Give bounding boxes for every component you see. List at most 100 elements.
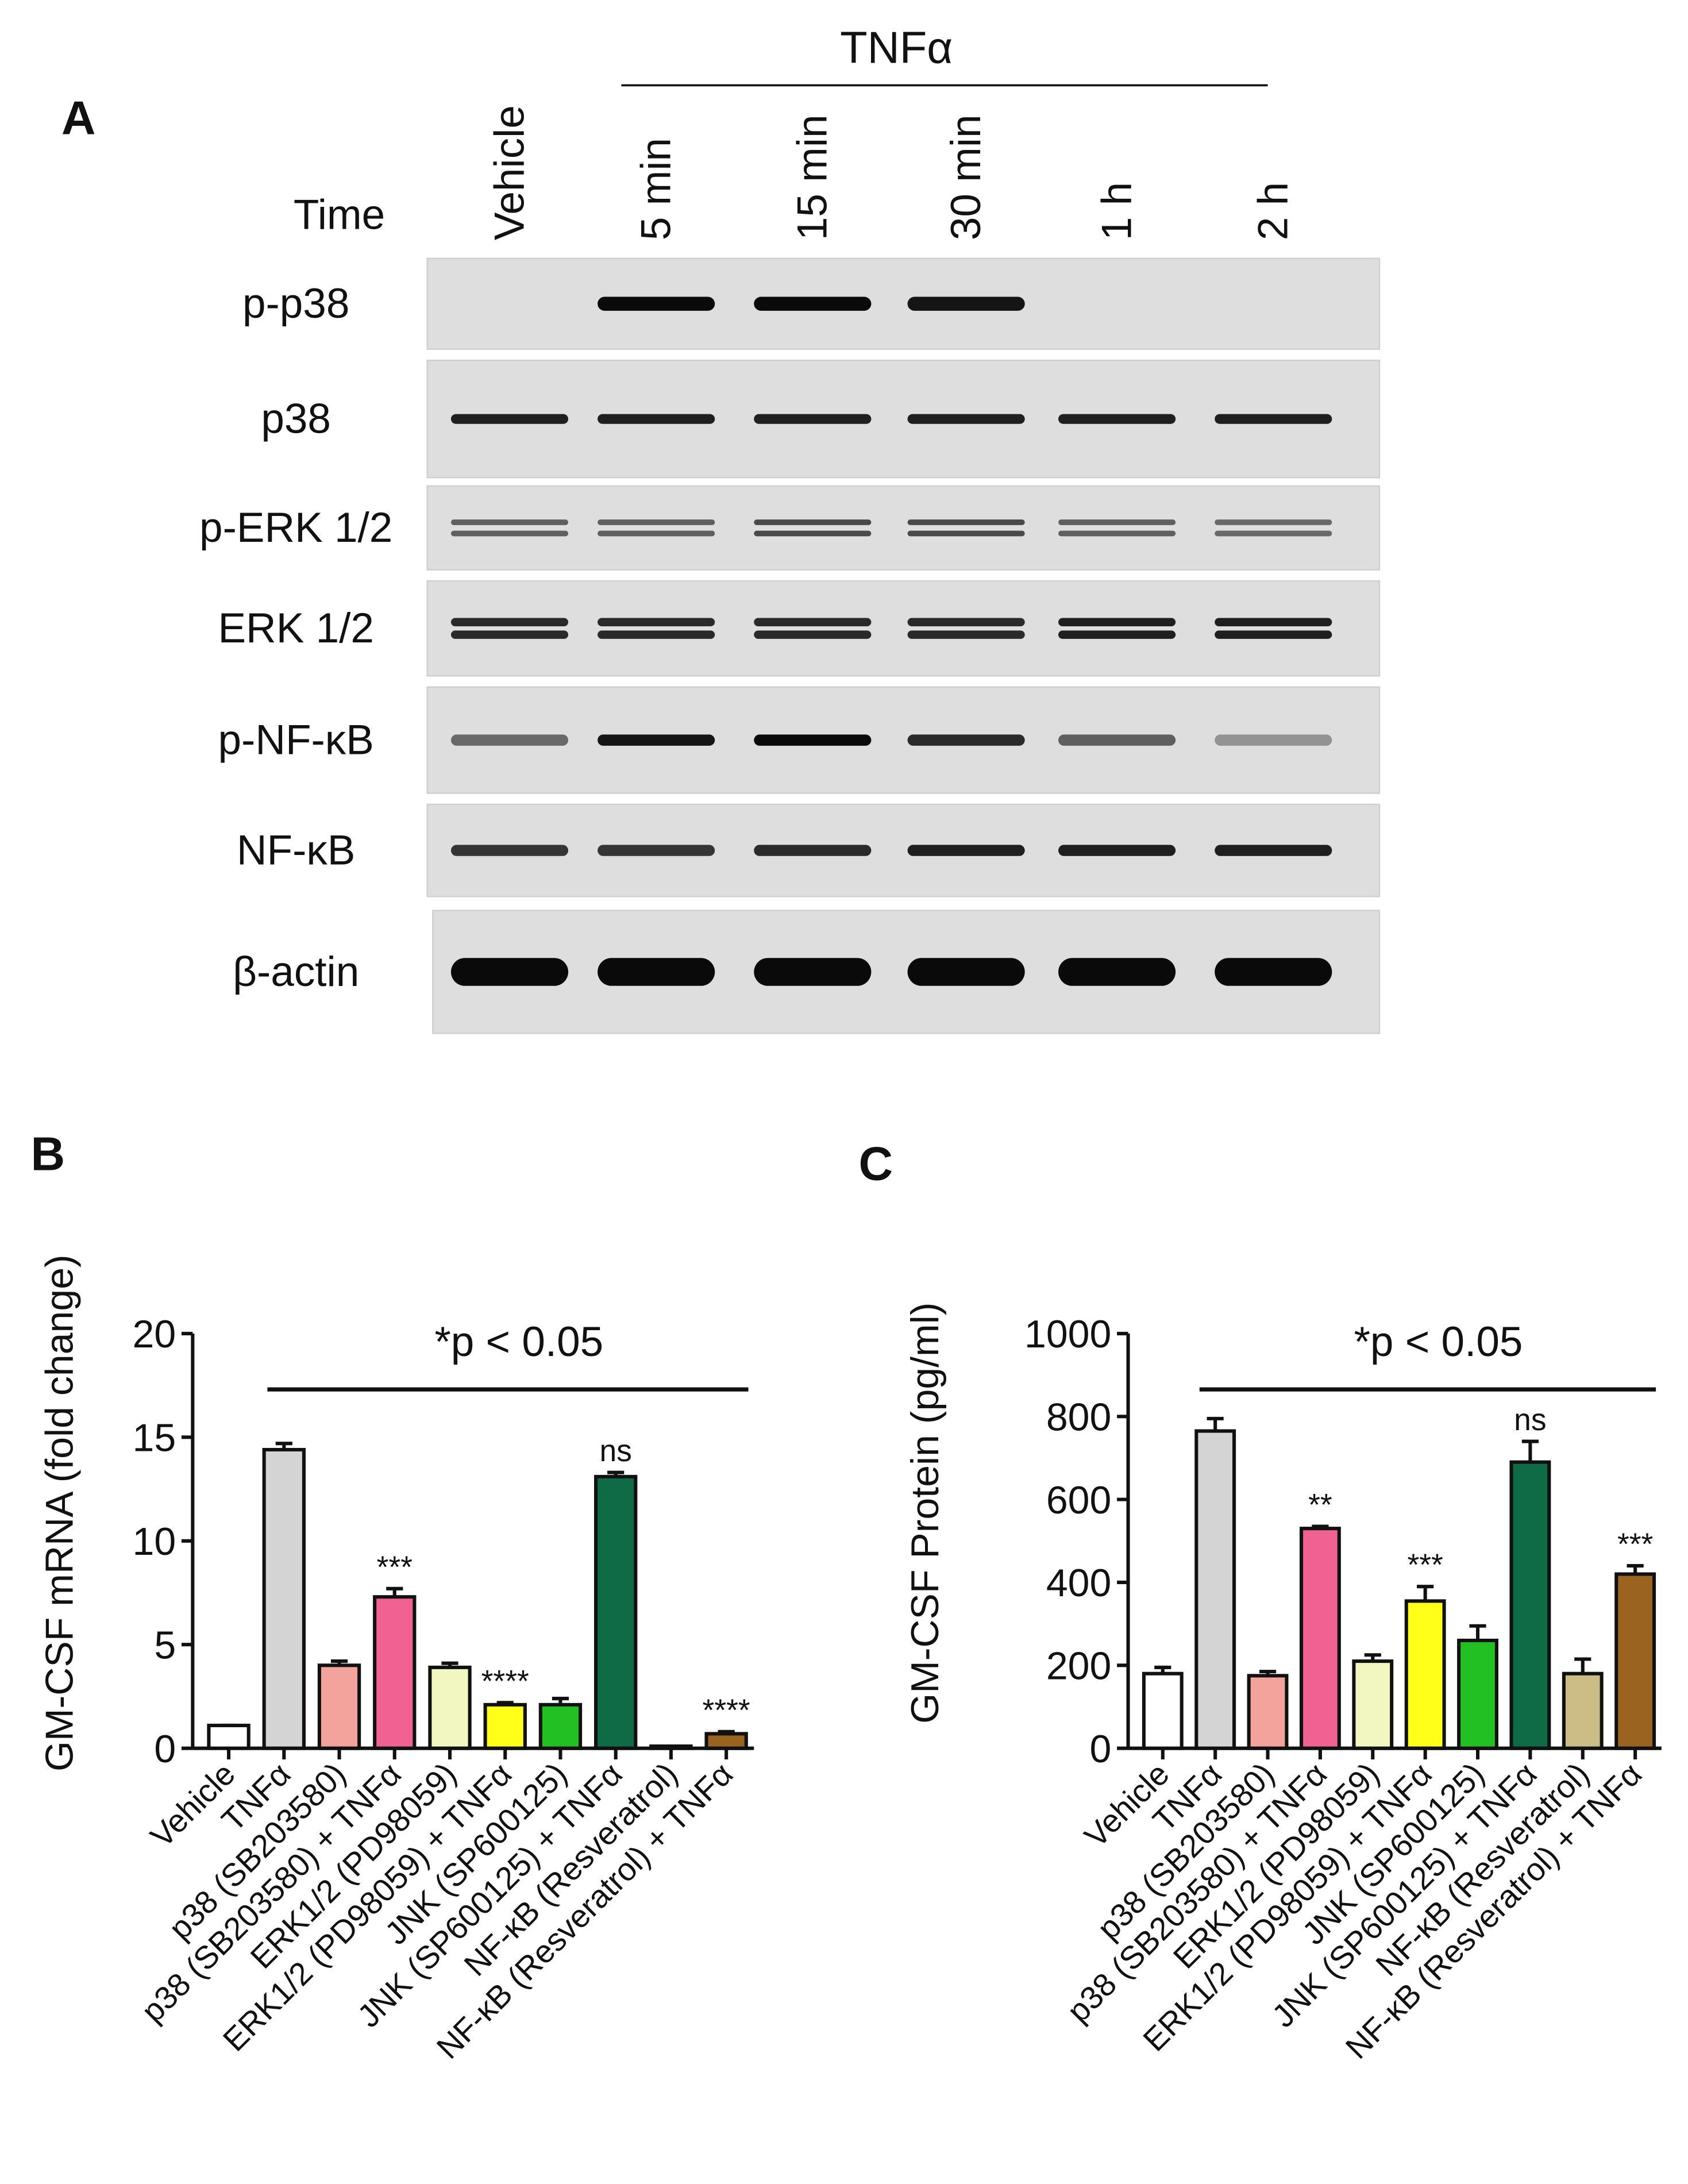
band (598, 618, 715, 627)
band (450, 845, 569, 856)
y-tick-label: 10 (133, 1520, 176, 1563)
band (450, 414, 569, 424)
band (1058, 734, 1176, 746)
band (754, 296, 872, 311)
row-label: p38 (261, 395, 331, 442)
y-tick-label: 800 (1046, 1396, 1112, 1439)
band (754, 958, 872, 986)
row-label: p-p38 (242, 280, 349, 327)
bar (1142, 1671, 1184, 1750)
band (1058, 414, 1176, 424)
bar (1352, 1659, 1394, 1750)
bar (317, 1663, 361, 1750)
bar (1404, 1599, 1446, 1750)
bar (373, 1595, 417, 1750)
band (1215, 519, 1332, 525)
band (1215, 958, 1332, 986)
band (598, 845, 715, 856)
significance-label: ns (1514, 1403, 1546, 1437)
row-label: NF-κB (237, 827, 356, 873)
band (754, 734, 872, 746)
panel-label: C (859, 1137, 893, 1191)
bar (428, 1665, 472, 1750)
lane-label: 2 h (1250, 182, 1297, 240)
row-label: ERK 1/2 (218, 605, 373, 652)
y-tick-label: 600 (1046, 1478, 1112, 1522)
bar (704, 1732, 748, 1750)
blot (426, 257, 1381, 350)
bar (1457, 1638, 1498, 1750)
significance-label: ** (1308, 1488, 1332, 1522)
annotation: *p < 0.05 (1354, 1319, 1523, 1365)
bar (262, 1447, 306, 1750)
bar (1247, 1674, 1289, 1750)
y-tick-label: 0 (1090, 1727, 1112, 1771)
band (907, 296, 1025, 311)
band (598, 519, 715, 525)
bar (538, 1702, 583, 1750)
annotation: *p < 0.05 (434, 1319, 603, 1365)
panel-label: B (30, 1127, 65, 1181)
band (450, 618, 569, 627)
significance-label: *** (1617, 1528, 1653, 1562)
significance-label: *** (377, 1550, 413, 1584)
band (598, 958, 715, 986)
row-label: β-actin (233, 949, 359, 995)
blot (426, 580, 1381, 677)
band (754, 630, 872, 639)
panel-label: A (61, 91, 96, 144)
band (598, 530, 715, 537)
band (1215, 845, 1332, 856)
y-axis-title: GM-CSF mRNA (fold change) (37, 1254, 81, 1771)
band (907, 519, 1025, 525)
y-tick-label: 1000 (1024, 1312, 1111, 1356)
band (1058, 618, 1176, 627)
band (907, 630, 1025, 639)
y-tick-label: 5 (154, 1624, 176, 1667)
lane-label: 1 h (1093, 182, 1140, 240)
band (598, 414, 715, 424)
lane-label: 15 min (789, 114, 836, 240)
band (1058, 845, 1176, 856)
band (907, 958, 1025, 986)
bar (1299, 1527, 1341, 1750)
bar (594, 1474, 638, 1750)
band (1058, 530, 1176, 537)
lane-label: 30 min (943, 114, 989, 240)
significance-label: ns (599, 1434, 631, 1468)
row-label: p-ERK 1/2 (199, 504, 392, 551)
bar (207, 1723, 250, 1750)
band (754, 845, 872, 856)
band (450, 734, 569, 746)
bar (1614, 1572, 1656, 1750)
y-tick-label: 400 (1046, 1561, 1112, 1605)
lane-label: 5 min (633, 138, 679, 240)
band (907, 530, 1025, 537)
band (1215, 630, 1332, 639)
blot (426, 686, 1381, 794)
band (907, 734, 1025, 746)
band (1058, 630, 1176, 639)
band (1215, 530, 1332, 537)
bar (483, 1702, 527, 1750)
band (1058, 958, 1176, 986)
significance-label: **** (703, 1693, 750, 1727)
bar (649, 1744, 693, 1750)
band (1058, 519, 1176, 525)
band (1215, 734, 1332, 746)
band (598, 296, 715, 311)
band (1215, 414, 1332, 424)
lane-label: Vehicle (486, 105, 533, 240)
band (598, 630, 715, 639)
band (598, 734, 715, 746)
y-tick-label: 15 (133, 1416, 176, 1460)
band (450, 519, 569, 525)
band (1215, 618, 1332, 627)
significance-label: **** (481, 1665, 529, 1698)
band (907, 845, 1025, 856)
band (450, 530, 569, 537)
bar (1509, 1460, 1551, 1750)
band (754, 618, 872, 627)
treatment-label: TNFα (840, 24, 953, 73)
